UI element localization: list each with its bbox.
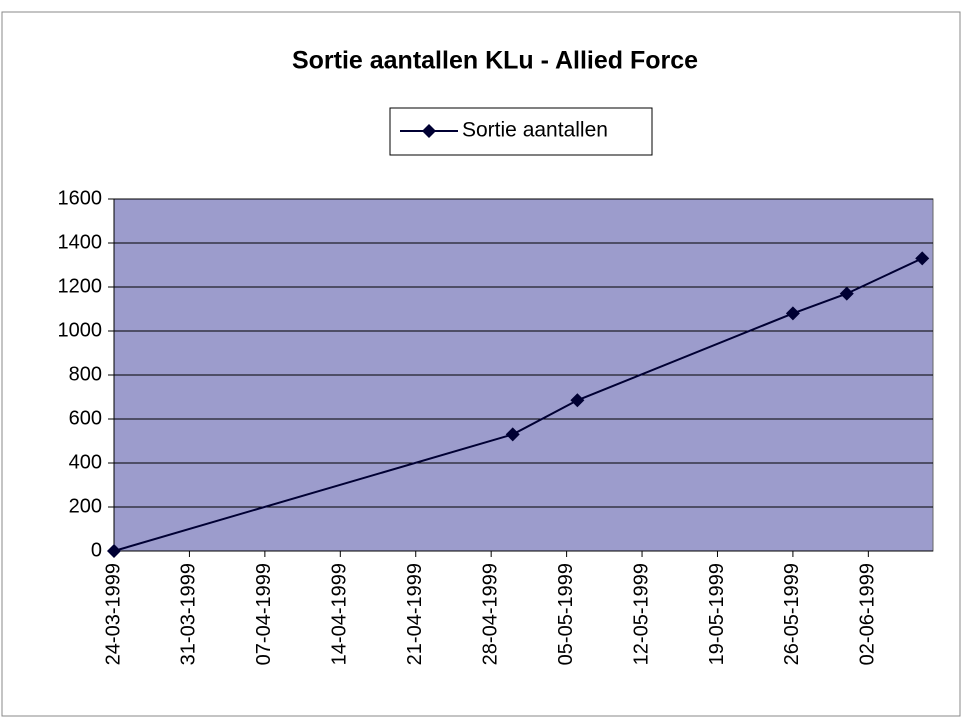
data-point: [107, 544, 121, 558]
y-tick-label: 400: [69, 451, 102, 473]
x-tick-label: 14-04-1999: [329, 563, 351, 665]
data-point: [505, 427, 520, 442]
y-tick-label: 0: [91, 539, 102, 561]
x-tick-label: 07-04-1999: [253, 563, 275, 665]
y-tick-label: 1600: [58, 187, 103, 209]
x-tick-label: 02-06-1999: [857, 563, 879, 665]
y-tick-label: 600: [69, 407, 102, 429]
x-tick-label: 24-03-1999: [102, 563, 124, 665]
data-point: [570, 393, 585, 408]
data-line: [113, 257, 923, 552]
data-point: [915, 251, 930, 266]
data-point: [785, 306, 800, 321]
chart-title: Sortie aantallen KLu - Allied Force: [292, 47, 698, 75]
x-tick-label: 21-04-1999: [404, 563, 426, 665]
x-tick-label: 05-05-1999: [555, 563, 577, 665]
y-tick-label: 1200: [58, 275, 103, 297]
y-tick-label: 200: [69, 495, 102, 517]
legend-marker: [422, 124, 436, 138]
x-tick-label: 28-04-1999: [479, 563, 501, 665]
x-tick-label: 19-05-1999: [706, 563, 728, 665]
legend-label: Sortie aantallen: [462, 119, 608, 142]
y-tick-label: 1000: [58, 319, 103, 341]
y-tick-label: 1400: [58, 231, 103, 253]
x-tick-label: 31-03-1999: [178, 563, 200, 665]
x-tick-label: 12-05-1999: [630, 563, 652, 665]
y-tick-label: 800: [69, 363, 102, 385]
data-point: [839, 286, 854, 301]
x-tick-label: 26-05-1999: [781, 563, 803, 665]
